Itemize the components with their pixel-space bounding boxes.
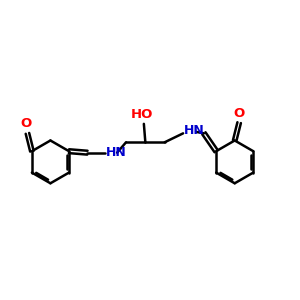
Text: HN: HN <box>184 124 204 137</box>
Text: O: O <box>233 107 245 120</box>
Text: HN: HN <box>106 146 126 159</box>
Text: O: O <box>20 117 32 130</box>
Text: HO: HO <box>131 108 154 121</box>
